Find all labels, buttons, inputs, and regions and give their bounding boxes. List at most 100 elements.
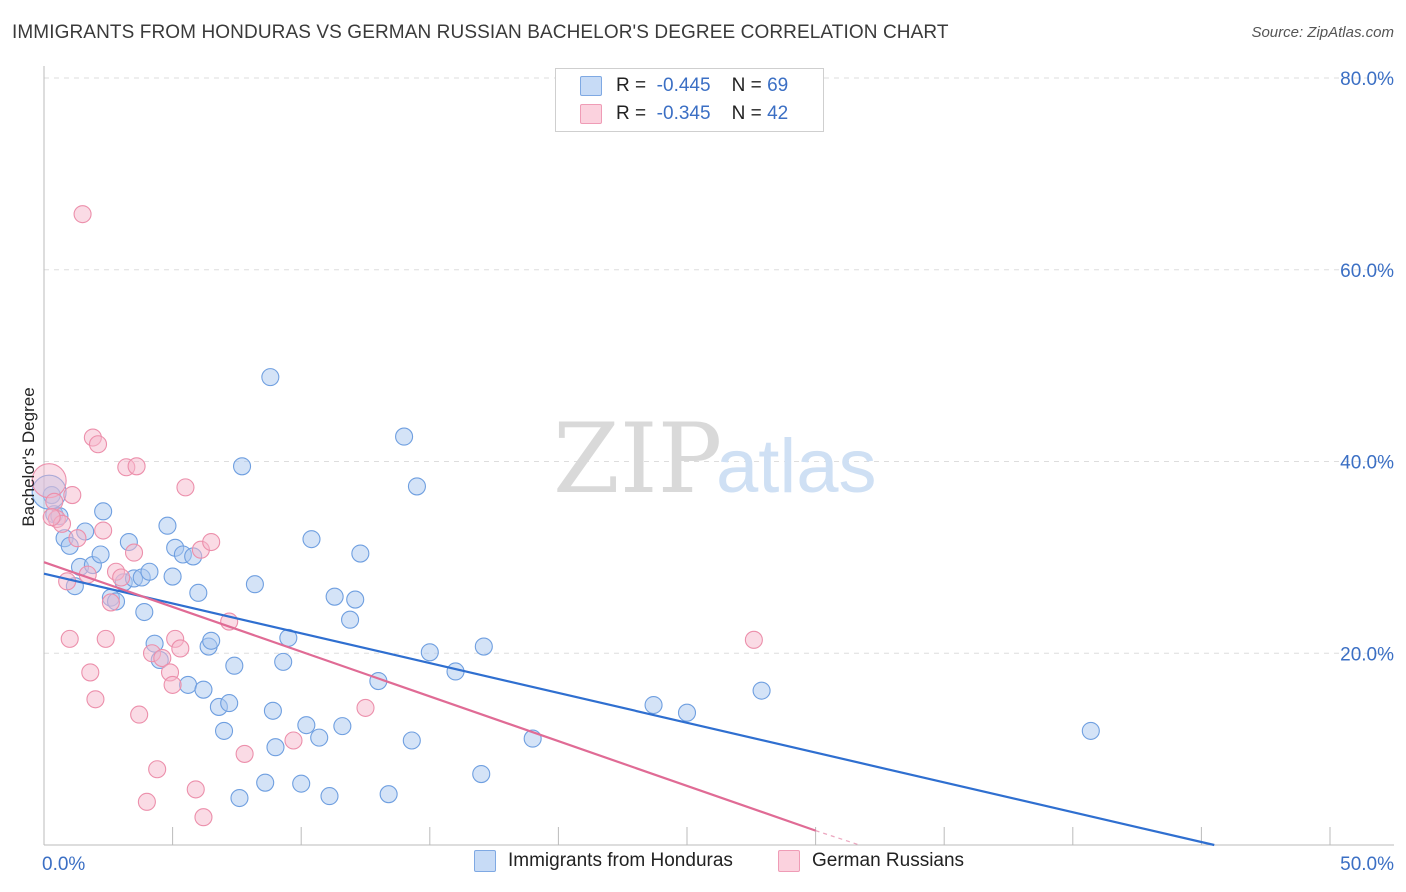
legend-swatch-german-russians <box>580 104 602 124</box>
trendline-honduras <box>43 572 1215 847</box>
point-honduras <box>341 610 360 629</box>
point-honduras <box>320 787 339 806</box>
bottom-legend-honduras[interactable]: Immigrants from Honduras <box>474 850 733 872</box>
x-tick-label-min: 0.0% <box>42 854 85 875</box>
point-honduras <box>225 656 244 675</box>
point-honduras <box>310 728 329 747</box>
point-honduras <box>395 427 414 446</box>
trendline-german-russians-extension <box>815 830 860 846</box>
point-german-russians <box>86 690 105 709</box>
point-german-russians <box>163 675 182 694</box>
point-honduras <box>178 675 198 694</box>
point-german-russians <box>101 593 120 612</box>
point-honduras <box>158 516 177 535</box>
point-honduras <box>266 738 285 757</box>
point-honduras <box>474 637 493 656</box>
y-tick-label: 60.0% <box>1340 261 1394 282</box>
legend-r-value: -0.345 <box>656 103 711 124</box>
point-german-russians <box>73 205 92 224</box>
point-german-russians <box>284 731 303 750</box>
bottom-legend-german-russians[interactable]: German Russians <box>778 850 964 872</box>
point-german-russians <box>124 543 144 562</box>
point-honduras <box>214 721 234 740</box>
bottom-legend-label-german-russians: German Russians <box>812 850 965 871</box>
point-honduras <box>351 544 370 563</box>
watermark: ZIP atlas <box>553 403 877 515</box>
legend-row-german-russians: R = -0.345 N = 42 <box>580 100 788 128</box>
point-german-russians <box>186 780 205 799</box>
watermark-atlas: atlas <box>716 424 877 509</box>
point-german-russians <box>235 744 254 763</box>
chart-title: IMMIGRANTS FROM HONDURAS VS GERMAN RUSSI… <box>12 22 949 43</box>
point-german-russians <box>94 521 113 540</box>
point-german-russians <box>112 568 131 587</box>
point-honduras <box>407 477 426 496</box>
legend-n-value: 42 <box>767 103 789 124</box>
point-honduras <box>135 602 154 622</box>
point-german-russians <box>68 529 87 548</box>
legend-r-value: -0.445 <box>656 75 711 96</box>
point-honduras <box>189 583 208 602</box>
point-honduras <box>263 701 282 720</box>
point-honduras <box>163 567 182 586</box>
point-honduras <box>1081 721 1100 740</box>
point-german-russians <box>744 630 763 649</box>
point-honduras <box>420 643 439 662</box>
point-honduras <box>256 773 275 792</box>
point-honduras <box>752 681 771 700</box>
y-tick-label: 20.0% <box>1340 644 1394 665</box>
legend-swatch-honduras <box>580 76 602 96</box>
point-german-russians <box>176 478 195 497</box>
point-honduras <box>297 716 316 735</box>
legend-n-label: N = <box>731 75 762 96</box>
bottom-legend-swatch-german-russians <box>778 850 800 872</box>
point-honduras <box>302 530 321 549</box>
point-honduras <box>94 502 113 521</box>
trendline-german-russians <box>43 561 816 832</box>
bottom-legend: Immigrants from Honduras German Russians <box>0 850 1406 880</box>
point-german-russians <box>63 486 82 505</box>
legend: R = -0.445 N = 69 R = -0.345 N = 42 <box>555 68 824 132</box>
point-honduras <box>274 652 293 671</box>
point-german-russians <box>356 698 375 717</box>
y-tick-label: 40.0% <box>1340 453 1394 474</box>
x-tick-label-max: 50.0% <box>1340 854 1394 875</box>
point-german-russians <box>202 532 221 552</box>
trend-lines <box>43 561 1215 847</box>
point-honduras <box>261 368 280 387</box>
point-german-russians <box>153 648 172 668</box>
y-axis-label: Bachelor's Degree <box>19 387 38 526</box>
point-german-russians <box>42 508 61 527</box>
point-honduras <box>230 788 249 808</box>
point-honduras <box>346 590 365 609</box>
point-german-russians <box>96 629 115 648</box>
legend-r-label: R = <box>616 103 647 124</box>
watermark-zip: ZIP <box>553 403 722 515</box>
tick-labels: 20.0% 40.0% 60.0% 80.0% 0.0% 50.0% <box>42 69 1394 875</box>
point-honduras <box>91 545 110 564</box>
y-tick-label: 80.0% <box>1340 69 1394 90</box>
point-honduras <box>379 785 398 804</box>
point-german-russians <box>130 705 149 724</box>
point-honduras <box>245 575 264 594</box>
point-honduras <box>232 457 252 476</box>
point-german-russians <box>60 629 79 648</box>
bottom-legend-swatch-honduras <box>474 850 496 872</box>
gridlines <box>44 77 1394 654</box>
point-honduras <box>194 680 213 699</box>
point-honduras <box>333 717 352 736</box>
point-german-russians <box>171 639 190 658</box>
point-german-russians <box>127 457 146 476</box>
bottom-legend-label-honduras: Immigrants from Honduras <box>508 850 733 871</box>
legend-r-label: R = <box>616 75 647 96</box>
axes <box>43 66 1394 846</box>
legend-n-label: N = <box>731 103 762 124</box>
point-honduras <box>677 703 697 722</box>
point-german-russians <box>137 792 156 811</box>
data-points <box>31 205 1100 827</box>
legend-row-honduras: R = -0.445 N = 69 <box>580 72 788 100</box>
point-honduras <box>325 587 344 606</box>
point-honduras <box>402 731 421 750</box>
source-label: Source: ZipAtlas.com <box>1251 24 1394 41</box>
point-german-russians <box>148 760 167 779</box>
